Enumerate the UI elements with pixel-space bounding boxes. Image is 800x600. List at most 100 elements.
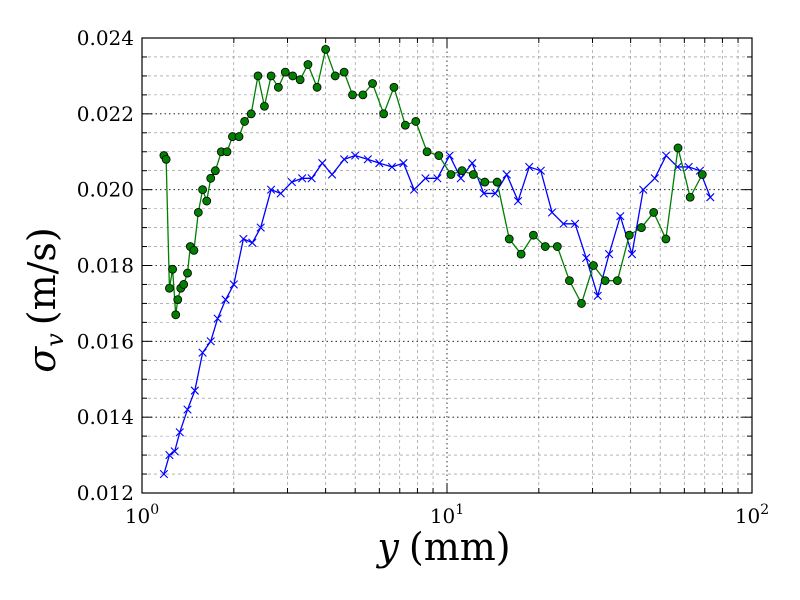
data-point xyxy=(616,212,625,221)
data-point xyxy=(295,75,305,85)
series-2 xyxy=(159,44,707,320)
data-point xyxy=(504,234,514,244)
series-line xyxy=(163,154,711,475)
data-point xyxy=(339,67,349,77)
data-point xyxy=(536,166,545,175)
data-point xyxy=(350,151,360,160)
data-point xyxy=(446,170,456,179)
y-tick-label: 0.016 xyxy=(77,329,134,353)
data-point xyxy=(234,132,244,141)
data-point xyxy=(206,337,215,346)
grid-lines xyxy=(142,38,752,493)
data-point xyxy=(389,82,399,92)
data-point xyxy=(193,208,203,217)
series-layer xyxy=(159,44,715,479)
x-tick-label: 102 xyxy=(735,502,769,528)
data-point xyxy=(529,230,538,240)
data-point xyxy=(221,295,230,304)
data-point xyxy=(516,249,526,259)
data-point xyxy=(480,177,490,187)
data-point xyxy=(379,109,389,119)
axis-ticks xyxy=(141,37,753,494)
data-point xyxy=(266,185,276,194)
x-tick-label: 100 xyxy=(125,502,159,528)
data-point xyxy=(159,469,169,479)
x-tick-label: 101 xyxy=(430,502,464,528)
y-tick-label: 0.022 xyxy=(77,102,134,126)
data-point xyxy=(624,230,634,240)
data-point xyxy=(175,428,184,437)
data-point xyxy=(639,185,648,194)
data-point xyxy=(170,447,179,456)
data-point xyxy=(280,67,290,77)
data-point xyxy=(593,291,602,301)
data-point xyxy=(189,245,199,255)
data-point xyxy=(604,249,614,259)
data-point xyxy=(399,158,408,168)
y-tick-label: 0.012 xyxy=(77,481,134,505)
data-point xyxy=(239,234,248,244)
y-tick-label: 0.018 xyxy=(77,254,134,278)
data-point xyxy=(650,174,659,183)
data-point xyxy=(375,158,384,168)
series-1 xyxy=(159,151,715,479)
data-point xyxy=(171,310,181,320)
data-point xyxy=(222,147,232,157)
data-point xyxy=(456,174,466,183)
data-point xyxy=(179,280,189,289)
data-point xyxy=(565,276,574,286)
data-point xyxy=(253,71,263,81)
data-point xyxy=(627,249,637,259)
x-axis-label: y (mm) xyxy=(375,525,510,569)
data-point xyxy=(570,219,580,228)
data-point xyxy=(312,82,322,92)
data-point xyxy=(327,170,337,179)
data-point xyxy=(661,234,671,244)
data-point xyxy=(411,117,421,126)
y-axis-label: σv(m/s) xyxy=(20,227,69,373)
data-point xyxy=(213,314,222,323)
data-point xyxy=(330,71,340,81)
data-point xyxy=(649,208,659,217)
data-point xyxy=(321,44,331,54)
data-point xyxy=(433,174,442,183)
data-point xyxy=(513,196,523,206)
data-point xyxy=(307,174,316,183)
data-point xyxy=(492,177,502,187)
data-point xyxy=(266,71,276,81)
data-point xyxy=(229,280,239,289)
data-point xyxy=(577,299,586,308)
data-point xyxy=(363,155,372,164)
data-point xyxy=(273,82,283,92)
data-point xyxy=(190,386,200,395)
data-point xyxy=(409,185,419,194)
data-point xyxy=(434,151,444,160)
data-point xyxy=(706,193,715,202)
data-point xyxy=(198,185,207,195)
data-point xyxy=(368,79,377,88)
data-point xyxy=(206,173,216,183)
data-point xyxy=(697,170,707,179)
data-point xyxy=(479,189,488,198)
data-point xyxy=(318,158,327,168)
data-point xyxy=(183,268,192,278)
data-point xyxy=(559,219,568,228)
tick-labels: 0.012 0.014 0.016 0.018 0.020 0.022 0.024 100 10… xyxy=(77,26,769,528)
data-point xyxy=(525,162,534,172)
data-point xyxy=(256,223,265,232)
data-point xyxy=(589,261,598,270)
data-point xyxy=(240,117,250,126)
data-point xyxy=(168,264,178,274)
data-point xyxy=(400,120,410,130)
data-point xyxy=(358,90,368,100)
data-point xyxy=(684,162,693,172)
data-point xyxy=(260,101,269,111)
data-point xyxy=(540,242,550,251)
data-point xyxy=(246,109,256,119)
data-point xyxy=(468,158,477,168)
data-point xyxy=(582,253,591,263)
data-point xyxy=(547,208,557,217)
data-point xyxy=(673,143,683,153)
data-point xyxy=(613,276,622,286)
